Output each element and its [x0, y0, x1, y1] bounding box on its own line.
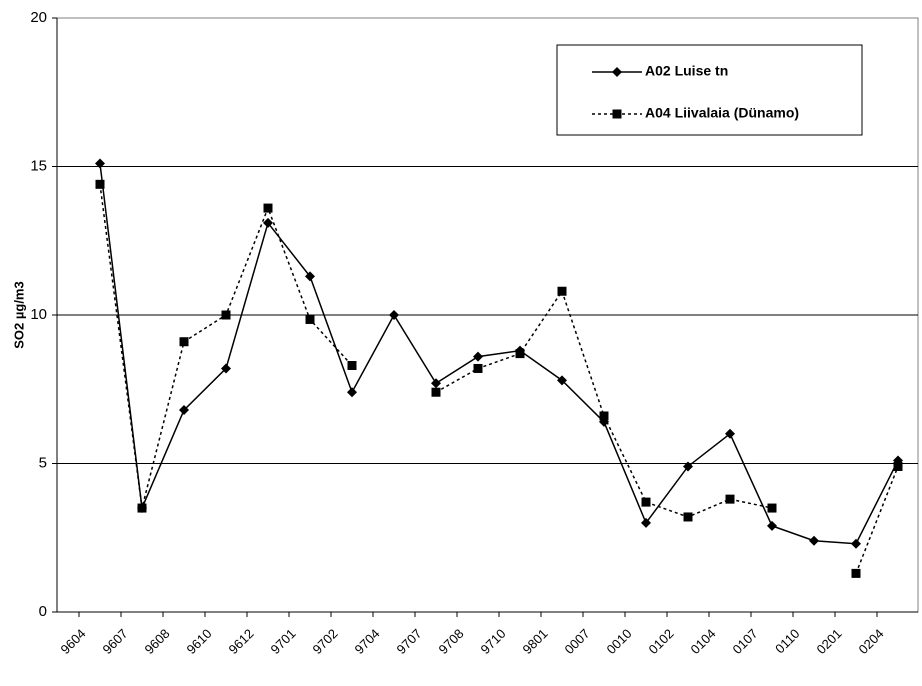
x-tick-label: 9607 — [99, 626, 130, 657]
y-tick-label: 15 — [30, 157, 47, 174]
series-line — [99, 163, 899, 545]
data-point — [683, 461, 693, 472]
data-point — [95, 158, 105, 169]
data-point — [347, 360, 357, 370]
x-tick-label: 9610 — [183, 626, 214, 657]
data-point — [179, 337, 189, 347]
x-tick-label: 0110 — [772, 626, 802, 656]
x-tick-label: 0104 — [687, 626, 718, 657]
x-tick-label: 9708 — [435, 626, 466, 657]
x-tick-label: 9612 — [225, 626, 256, 657]
data-point — [473, 363, 483, 373]
data-point — [305, 314, 315, 324]
legend-label: A04 Liivalaia (Dünamo) — [645, 105, 799, 121]
data-point — [893, 461, 903, 471]
data-point — [431, 387, 441, 397]
legend-label: A02 Luise tn — [645, 63, 728, 79]
data-point — [179, 405, 189, 416]
data-point — [851, 538, 861, 549]
data-point — [221, 310, 231, 320]
x-tick-label: 9707 — [393, 626, 424, 657]
data-point — [767, 520, 777, 531]
x-tick-label: 0204 — [855, 626, 886, 657]
data-point — [389, 310, 399, 320]
y-tick-label: 0 — [39, 603, 47, 620]
legend-marker — [612, 109, 622, 119]
legend-marker — [612, 67, 622, 77]
x-tick-label: 9702 — [309, 626, 340, 657]
data-point — [347, 387, 357, 398]
series-line — [99, 184, 899, 574]
data-point — [557, 286, 567, 296]
x-tick-label: 9608 — [141, 626, 172, 657]
y-tick-label: 20 — [30, 9, 47, 26]
x-tick-label: 0102 — [645, 626, 676, 657]
data-point — [515, 349, 525, 359]
x-tick-label: 9604 — [57, 626, 88, 657]
x-tick-label: 9701 — [267, 626, 298, 657]
x-tick-label: 0201 — [813, 626, 844, 657]
data-point — [725, 494, 735, 504]
x-tick-label: 9801 — [519, 626, 550, 657]
data-point — [473, 351, 483, 362]
data-point — [809, 535, 819, 546]
data-point — [641, 497, 651, 507]
data-point — [95, 179, 105, 189]
x-tick-label: 0010 — [603, 626, 634, 657]
legend-box — [556, 44, 863, 136]
data-point — [557, 375, 567, 386]
x-tick-label: 9710 — [477, 626, 508, 657]
data-point — [431, 378, 441, 389]
x-tick-label: 9704 — [351, 626, 382, 657]
data-point — [683, 512, 693, 522]
y-tick-label: 5 — [39, 454, 47, 471]
data-point — [767, 503, 777, 513]
data-point — [851, 568, 861, 578]
data-point — [305, 271, 315, 282]
x-tick-label: 0107 — [729, 626, 760, 657]
x-tick-label: 0007 — [561, 626, 592, 657]
data-point — [641, 517, 651, 528]
data-point — [221, 363, 231, 374]
data-point — [263, 203, 273, 213]
data-point — [137, 503, 147, 513]
y-tick-label: 10 — [30, 306, 47, 323]
data-point — [725, 428, 735, 439]
data-point — [263, 217, 273, 228]
data-point — [599, 411, 609, 421]
y-axis-label: SO2 µg/m3 — [11, 281, 26, 348]
